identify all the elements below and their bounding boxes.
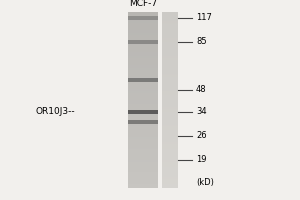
Text: 26: 26 — [196, 132, 207, 140]
Text: MCF-7: MCF-7 — [129, 0, 157, 8]
Text: 48: 48 — [196, 86, 207, 95]
Text: 19: 19 — [196, 156, 206, 164]
Text: 85: 85 — [196, 38, 207, 46]
Text: 34: 34 — [196, 108, 207, 116]
Text: OR10J3--: OR10J3-- — [35, 108, 75, 116]
Text: (kD): (kD) — [196, 178, 214, 188]
Text: 117: 117 — [196, 14, 212, 22]
